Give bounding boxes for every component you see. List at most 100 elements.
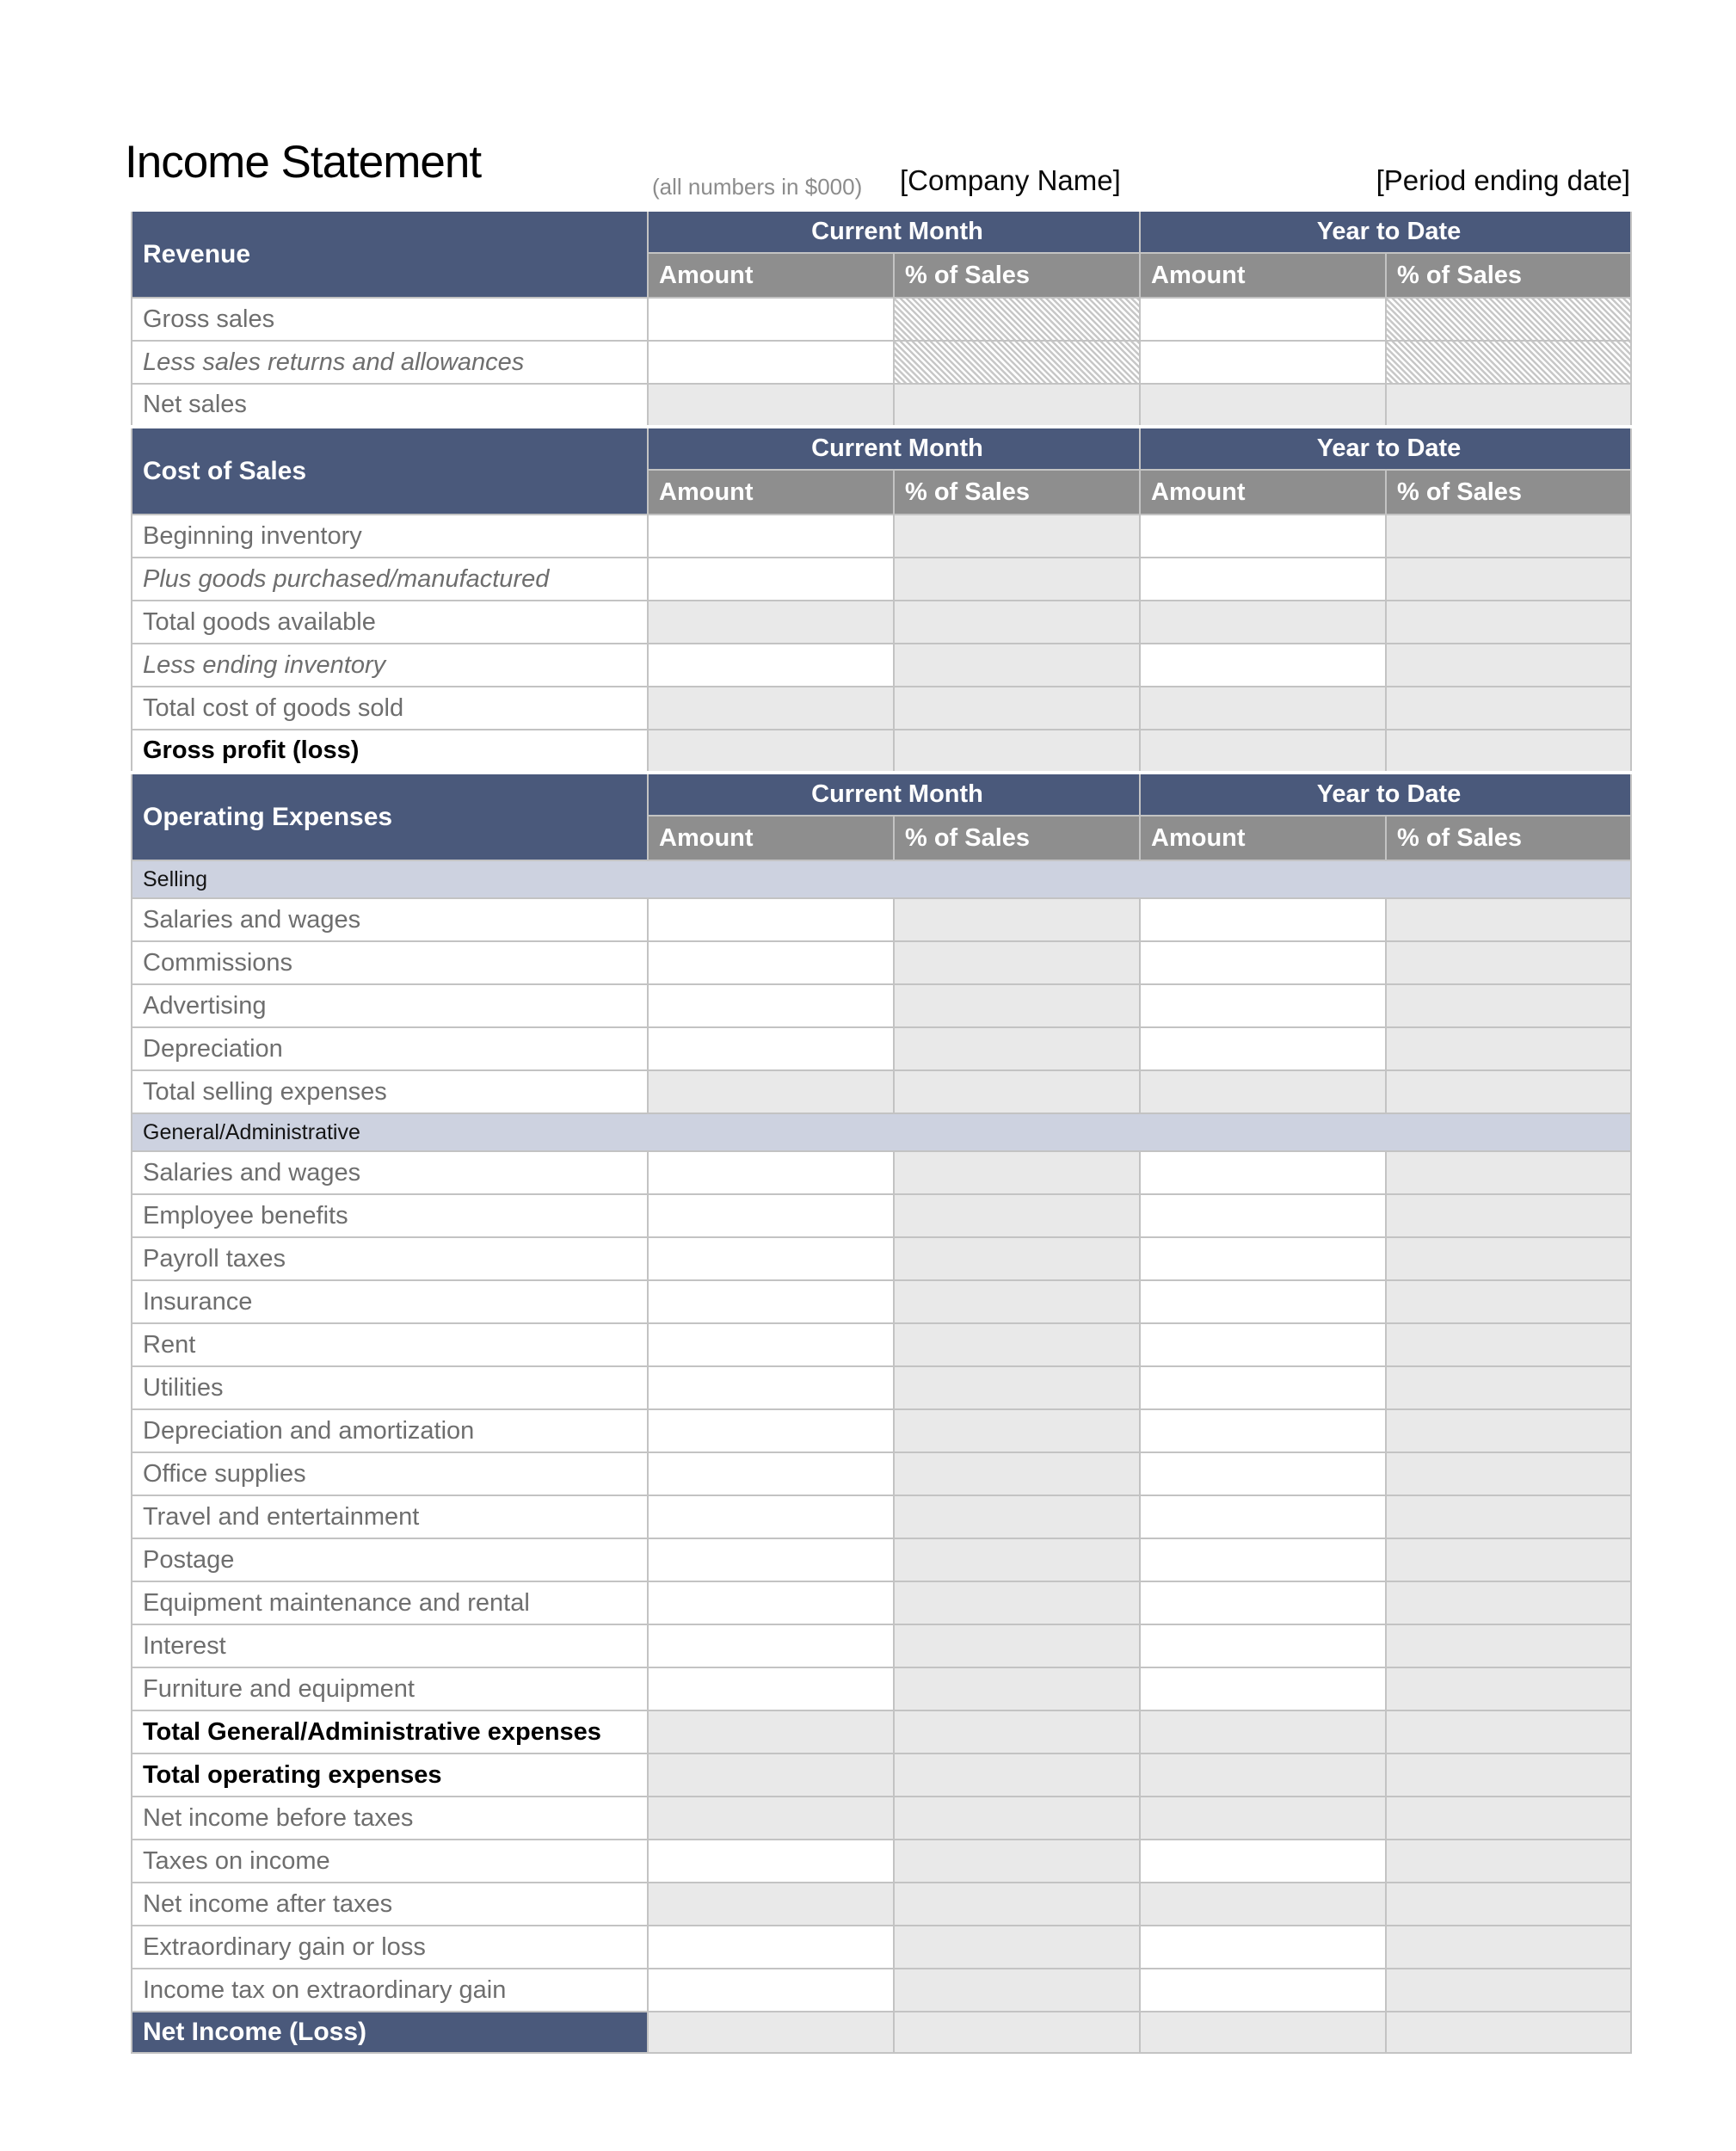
amount-current-cell[interactable]: [647, 1495, 895, 1539]
amount-ytd-cell[interactable]: [1139, 1451, 1387, 1496]
pct-ytd-cell: [1384, 1451, 1633, 1496]
amount-ytd-cell[interactable]: [1139, 1026, 1387, 1071]
amount-ytd-cell[interactable]: [1139, 1495, 1387, 1539]
pct-ytd-cell: [1384, 1538, 1633, 1582]
row-label: Equipment maintenance and rental: [131, 1581, 649, 1625]
amount-current-cell[interactable]: [647, 1236, 895, 1281]
amount-ytd-cell[interactable]: [1139, 983, 1387, 1028]
pct-of-sales-column-header: % of Sales: [1384, 469, 1633, 515]
amount-ytd-cell[interactable]: [1139, 1925, 1387, 1969]
amount-current-cell[interactable]: [647, 1968, 895, 2012]
amount-ytd-cell[interactable]: [1139, 1839, 1387, 1883]
pct-current-cell: [893, 1279, 1141, 1324]
pct-current-cell: [893, 2011, 1141, 2054]
amount-current-cell[interactable]: [647, 1667, 895, 1711]
amount-current-cell[interactable]: [647, 1839, 895, 1883]
amount-ytd-cell[interactable]: [1139, 1279, 1387, 1324]
table-row: Office supplies: [131, 1451, 1633, 1496]
pct-current-cell: [893, 643, 1141, 687]
amount-current-cell[interactable]: [647, 1451, 895, 1496]
period-ending-placeholder[interactable]: [Period ending date]: [1376, 164, 1630, 196]
row-label: Net sales: [131, 383, 649, 428]
amount-ytd-cell[interactable]: [1139, 1193, 1387, 1238]
row-label: Total operating expenses: [131, 1753, 649, 1797]
amount-current-cell[interactable]: [647, 340, 895, 385]
table-row: Taxes on income: [131, 1839, 1633, 1883]
amount-current-cell[interactable]: [647, 1408, 895, 1453]
table-row: Total operating expenses: [131, 1753, 1633, 1797]
amount-ytd-cell[interactable]: [1139, 1667, 1387, 1711]
amount-current-cell[interactable]: [647, 897, 895, 942]
amount-current-cell[interactable]: [647, 1624, 895, 1668]
units-note: (all numbers in $000): [652, 174, 863, 200]
amount-column-header: Amount: [1139, 469, 1387, 515]
pct-current-cell: [893, 340, 1141, 385]
amount-ytd-cell[interactable]: [1139, 940, 1387, 985]
row-label: Interest: [131, 1624, 649, 1668]
current-month-header: Current Month: [647, 208, 1141, 254]
amount-current-cell[interactable]: [647, 1925, 895, 1969]
amount-current-cell[interactable]: [647, 1150, 895, 1195]
pct-current-cell: [893, 600, 1141, 644]
table-row: Less ending inventory: [131, 643, 1633, 687]
pct-ytd-cell: [1384, 514, 1633, 558]
company-name-placeholder[interactable]: [Company Name]: [900, 164, 1121, 196]
table-row: Interest: [131, 1624, 1633, 1668]
pct-ytd-cell: [1384, 297, 1633, 342]
pct-current-cell: [893, 1667, 1141, 1711]
amount-current-cell[interactable]: [647, 1026, 895, 1071]
row-label: Employee benefits: [131, 1193, 649, 1238]
pct-ytd-cell: [1384, 897, 1633, 942]
page-title: Income Statement: [125, 137, 482, 188]
amount-ytd-cell[interactable]: [1139, 297, 1387, 342]
amount-current-cell[interactable]: [647, 1279, 895, 1324]
pct-of-sales-column-header: % of Sales: [1384, 252, 1633, 299]
row-label: Beginning inventory: [131, 514, 649, 558]
amount-current-cell[interactable]: [647, 643, 895, 687]
amount-ytd-cell[interactable]: [1139, 1322, 1387, 1367]
amount-current-cell[interactable]: [647, 940, 895, 985]
row-label: Payroll taxes: [131, 1236, 649, 1281]
amount-current-cell[interactable]: [647, 297, 895, 342]
pct-ytd-cell: [1384, 1069, 1633, 1114]
pct-current-cell: [893, 383, 1141, 428]
amount-ytd-cell[interactable]: [1139, 1365, 1387, 1410]
table-row: Travel and entertainment: [131, 1495, 1633, 1539]
amount-ytd-cell[interactable]: [1139, 1150, 1387, 1195]
amount-ytd-cell[interactable]: [1139, 1581, 1387, 1625]
amount-ytd-cell[interactable]: [1139, 1408, 1387, 1453]
amount-current-cell[interactable]: [647, 514, 895, 558]
row-label: Salaries and wages: [131, 1150, 649, 1195]
amount-current-cell[interactable]: [647, 1365, 895, 1410]
amount-ytd-cell[interactable]: [1139, 514, 1387, 558]
row-label: Total General/Administrative expenses: [131, 1710, 649, 1754]
table-row: Salaries and wages: [131, 1150, 1633, 1195]
table-row: Salaries and wages: [131, 897, 1633, 942]
amount-current-cell[interactable]: [647, 983, 895, 1028]
column-header-row: Amount% of Sales Amount% of Sales: [132, 252, 1633, 299]
net-income-label: Net Income (Loss): [131, 2011, 649, 2054]
table-row: Depreciation and amortization: [131, 1408, 1633, 1453]
amount-ytd-cell[interactable]: [1139, 1624, 1387, 1668]
subsection-row: General/Administrative: [130, 1112, 1633, 1152]
amount-ytd-cell[interactable]: [1139, 557, 1387, 601]
row-label: Depreciation: [131, 1026, 649, 1071]
amount-current-cell[interactable]: [647, 557, 895, 601]
amount-current-cell: [647, 1882, 895, 1926]
amount-current-cell[interactable]: [647, 1193, 895, 1238]
amount-ytd-cell[interactable]: [1139, 340, 1387, 385]
amount-current-cell[interactable]: [647, 1581, 895, 1625]
pct-ytd-cell: [1384, 1322, 1633, 1367]
table-row: Depreciation: [131, 1026, 1633, 1071]
table-row: Beginning inventory: [131, 514, 1633, 558]
amount-ytd-cell: [1139, 686, 1387, 730]
amount-current-cell[interactable]: [647, 1322, 895, 1367]
amount-ytd-cell[interactable]: [1139, 643, 1387, 687]
amount-ytd-cell[interactable]: [1139, 1236, 1387, 1281]
section-header-row: Revenue Current Month Year to Date: [131, 208, 1633, 299]
amount-current-cell[interactable]: [647, 1538, 895, 1582]
amount-ytd-cell[interactable]: [1139, 1538, 1387, 1582]
amount-ytd-cell[interactable]: [1139, 897, 1387, 942]
row-label: Income tax on extraordinary gain: [131, 1968, 649, 2012]
amount-ytd-cell[interactable]: [1139, 1968, 1387, 2012]
